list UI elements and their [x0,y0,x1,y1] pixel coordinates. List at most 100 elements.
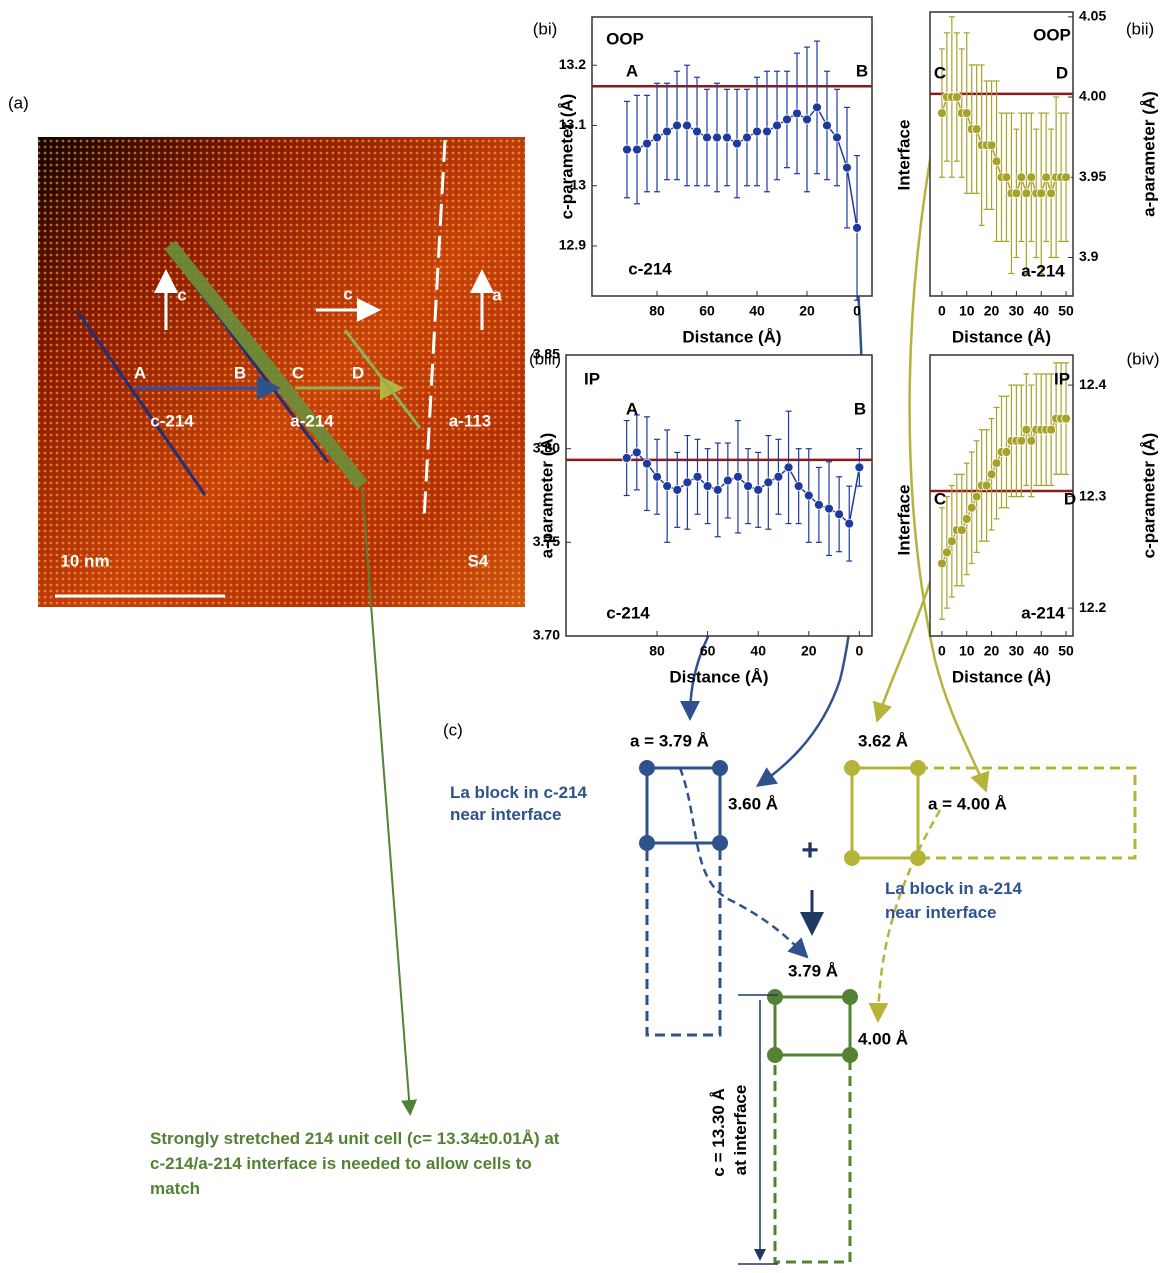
dimension-label: 3.79 Å [788,961,838,980]
chart: 12.2 12.3 12.4 0 10 20 30 40 50 Distance (Å) c-par… [894,349,1159,686]
annotation: Interface [894,485,913,556]
image-label: C [292,363,304,382]
data-point [692,126,702,137]
data-point [783,462,794,473]
data-point [1036,188,1047,199]
y-tick-label: 3.9 [1079,248,1099,264]
data-point [762,126,772,137]
data-point [702,132,712,143]
data-point [946,536,957,547]
y-axis-label: a-parameter (Å) [1139,91,1158,217]
data-point [1041,172,1052,183]
atom [842,1047,858,1063]
image-label: c-214 [150,411,194,430]
data-point [1021,424,1032,435]
dimension-label: c = 13.30 Å at interface [709,1083,750,1176]
cell [850,766,920,860]
data-point [722,475,733,486]
data-point [971,491,982,502]
image-label: S4 [468,551,489,570]
data-point [793,481,804,492]
chart: 3.70 3.75 3.80 3.85 80 60 40 20 0 Distance (Å) a-p… [529,346,873,686]
y-tick-label: 3.75 [533,533,560,549]
x-tick-label: 20 [799,303,815,319]
data-point [1046,188,1057,199]
data-point [854,462,865,473]
data-point [1001,447,1012,457]
annotation: a-214 [1021,603,1065,622]
y-tick-label: 3.80 [533,439,560,455]
x-tick-label: 60 [699,303,715,319]
data-point [642,138,652,149]
x-tick-label: 80 [649,643,665,659]
x-tick-label: 50 [1058,303,1074,319]
atom [712,835,728,851]
x-tick-label: 40 [1033,303,1049,319]
data-point [961,108,972,118]
data-point [1016,435,1027,446]
caption-line: near interface [885,903,997,922]
caption: La block in c-214 near interface [450,783,592,824]
interface-band [164,240,368,490]
x-tick-label: 0 [938,643,946,659]
note-line: match [150,1179,200,1198]
atom [910,850,926,866]
chart: 12.9 13 13.1 13.2 80 60 40 20 0 Distance (Å) c-par… [533,16,873,346]
x-tick-label: 0 [855,643,863,659]
data-point [632,144,642,155]
cell [773,995,852,1057]
data-point [792,108,802,119]
data-point [991,156,1002,167]
data-point [772,120,782,131]
x-tick-label: 40 [1033,643,1049,659]
x-tick-label: 40 [750,643,766,659]
x-tick-label: 20 [984,303,1000,319]
data-point [1016,172,1027,183]
data-point [763,477,774,488]
guide-line [343,329,422,429]
image-panel: (a) [8,93,525,607]
data-point [712,484,723,495]
label-line: c = 13.30 Å [709,1088,728,1176]
panel-label: (biii) [529,349,561,368]
image-label: B [234,363,246,382]
note: Strongly stretched 214 unit cell (c= 13.… [150,1129,564,1198]
data-point [803,490,814,501]
x-tick-label: 30 [1009,303,1025,319]
data-point [773,471,784,482]
data-point [702,481,713,492]
y-tick-label: 4.05 [1079,8,1106,24]
data-point [812,102,822,113]
x-tick-label: 80 [649,303,665,319]
x-tick-label: 0 [853,303,861,319]
data-point [951,92,962,102]
dimension-label: 4.00 Å [858,1029,908,1048]
image-label: a [492,285,502,304]
image-label: D [352,363,364,382]
data-point [712,132,722,143]
dimension-label: a = 3.79 Å [630,731,709,750]
cell-dashed [645,841,722,1037]
label-line: at interface [731,1085,750,1176]
image-label: a-113 [449,411,492,430]
image-label: A [134,363,146,382]
caption-line: near interface [450,805,562,824]
annotation: D [1056,63,1068,82]
data-point [672,484,683,495]
x-tick-label: 50 [1058,643,1074,659]
cell [645,766,722,845]
guide-line [76,311,207,496]
annotation: D [1064,489,1076,508]
connector [678,767,809,959]
data-point [682,477,693,488]
data-point [742,132,752,143]
image-label: 10 nm [60,551,109,570]
dimension-label: 3.60 Å [728,794,778,813]
data-point [834,509,845,520]
data-point [956,525,967,535]
data-point [991,458,1002,469]
data-point [732,138,742,149]
annotation: B [856,61,868,80]
data-point [842,162,852,173]
